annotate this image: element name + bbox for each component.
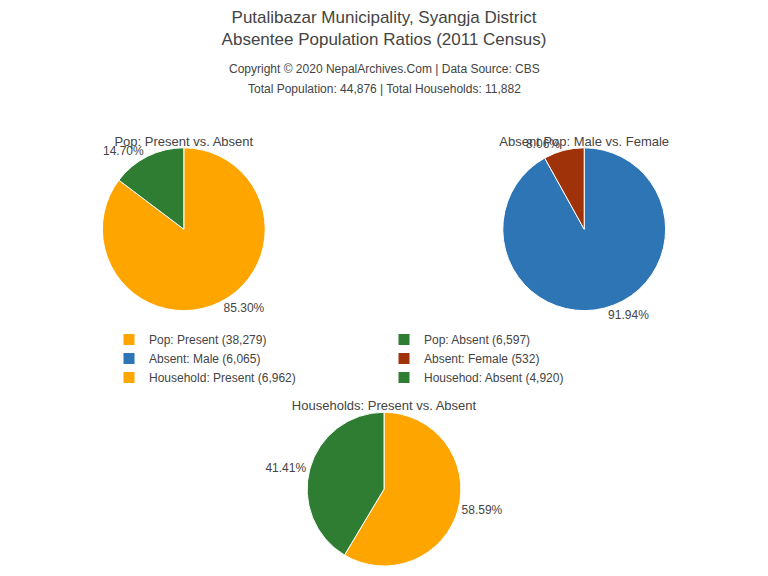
svg-text:Putalibazar Municipality, Syan: Putalibazar Municipality, Syangja Distri… <box>222 8 547 49</box>
svg-text:Absent Pop: Male vs. Female: Absent Pop: Male vs. Female <box>499 134 669 149</box>
svg-text:Households: Present vs. Absent: Households: Present vs. Absent <box>292 398 477 413</box>
svg-text:Absent: Female (532): Absent: Female (532) <box>424 352 539 366</box>
svg-text:Pop: Absent (6,597): Pop: Absent (6,597) <box>424 333 530 347</box>
svg-text:14.70%: 14.70% <box>103 144 144 158</box>
svg-text:Pop: Present vs. Absent: Pop: Present vs. Absent <box>114 134 253 149</box>
svg-text:Househod: Absent (4,920): Househod: Absent (4,920) <box>424 371 563 385</box>
svg-text:Total Population: 44,876 | Tot: Total Population: 44,876 | Total Househo… <box>248 82 521 96</box>
svg-text:Pop: Present (38,279): Pop: Present (38,279) <box>149 333 266 347</box>
svg-text:58.59%: 58.59% <box>462 503 503 517</box>
svg-text:85.30%: 85.30% <box>224 301 265 315</box>
svg-text:Copyright © 2020 NepalArchives: Copyright © 2020 NepalArchives.Com | Dat… <box>229 62 540 76</box>
svg-text:91.94%: 91.94% <box>608 308 649 322</box>
svg-text:8.06%: 8.06% <box>526 137 560 151</box>
svg-text:Absent: Male (6,065): Absent: Male (6,065) <box>149 352 260 366</box>
svg-text:41.41%: 41.41% <box>265 461 306 475</box>
svg-text:Household: Present (6,962): Household: Present (6,962) <box>149 371 296 385</box>
